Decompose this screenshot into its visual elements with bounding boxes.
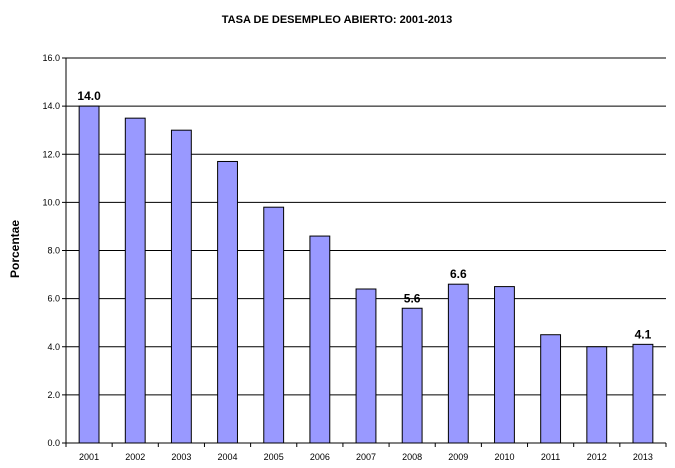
y-tick-label: 6.0 xyxy=(47,294,60,304)
bar-2003 xyxy=(170,129,192,444)
data-label: 6.6 xyxy=(450,267,467,281)
bar-2013 xyxy=(632,343,654,444)
bar-2006 xyxy=(309,235,331,444)
y-tick-label: 16.0 xyxy=(42,53,60,63)
x-tick-label: 2008 xyxy=(402,452,422,462)
y-tick-label: 0.0 xyxy=(47,438,60,448)
bar-2008 xyxy=(401,307,423,444)
x-tick-label: 2005 xyxy=(264,452,284,462)
bars xyxy=(78,105,654,444)
bar-2002 xyxy=(124,117,146,444)
x-tick-label: 2007 xyxy=(356,452,376,462)
x-tick-label: 2002 xyxy=(125,452,145,462)
y-tick-label: 12.0 xyxy=(42,149,60,159)
y-tick-label: 14.0 xyxy=(42,101,60,111)
y-tick-label: 8.0 xyxy=(47,246,60,256)
x-tick-label: 2013 xyxy=(633,452,653,462)
y-tick-label: 2.0 xyxy=(47,390,60,400)
data-label: 14.0 xyxy=(77,89,101,103)
axes xyxy=(62,57,667,447)
labels: 0.0 2.0 4.0 6.0 8.0 10.0 12.0 14.0 16.0 2001 2002 2… xyxy=(42,53,652,462)
x-tick-label: 2009 xyxy=(448,452,468,462)
y-tick-label: 10.0 xyxy=(42,197,60,207)
x-tick-label: 2006 xyxy=(310,452,330,462)
bar-2001 xyxy=(78,105,100,444)
x-tick-label: 2004 xyxy=(218,452,238,462)
x-tick-label: 2001 xyxy=(79,452,99,462)
x-tick-label: 2012 xyxy=(587,452,607,462)
y-axis-label: Porcentae xyxy=(8,220,22,278)
bar-2007 xyxy=(355,288,377,444)
x-tick-label: 2003 xyxy=(171,452,191,462)
bar-2004 xyxy=(217,160,238,444)
bar-2011 xyxy=(540,334,562,444)
data-label: 4.1 xyxy=(635,327,652,341)
chart-title: TASA DE DESEMPLEO ABIERTO: 2001-2013 xyxy=(222,14,452,26)
bar-2005 xyxy=(263,206,285,444)
data-label: 5.6 xyxy=(404,291,421,305)
bar-2009 xyxy=(447,283,469,444)
bar-2012 xyxy=(586,346,608,444)
x-tick-label: 2010 xyxy=(494,452,514,462)
bar-2010 xyxy=(494,286,515,444)
x-tick-label: 2011 xyxy=(541,452,560,462)
y-tick-label: 4.0 xyxy=(47,342,60,352)
